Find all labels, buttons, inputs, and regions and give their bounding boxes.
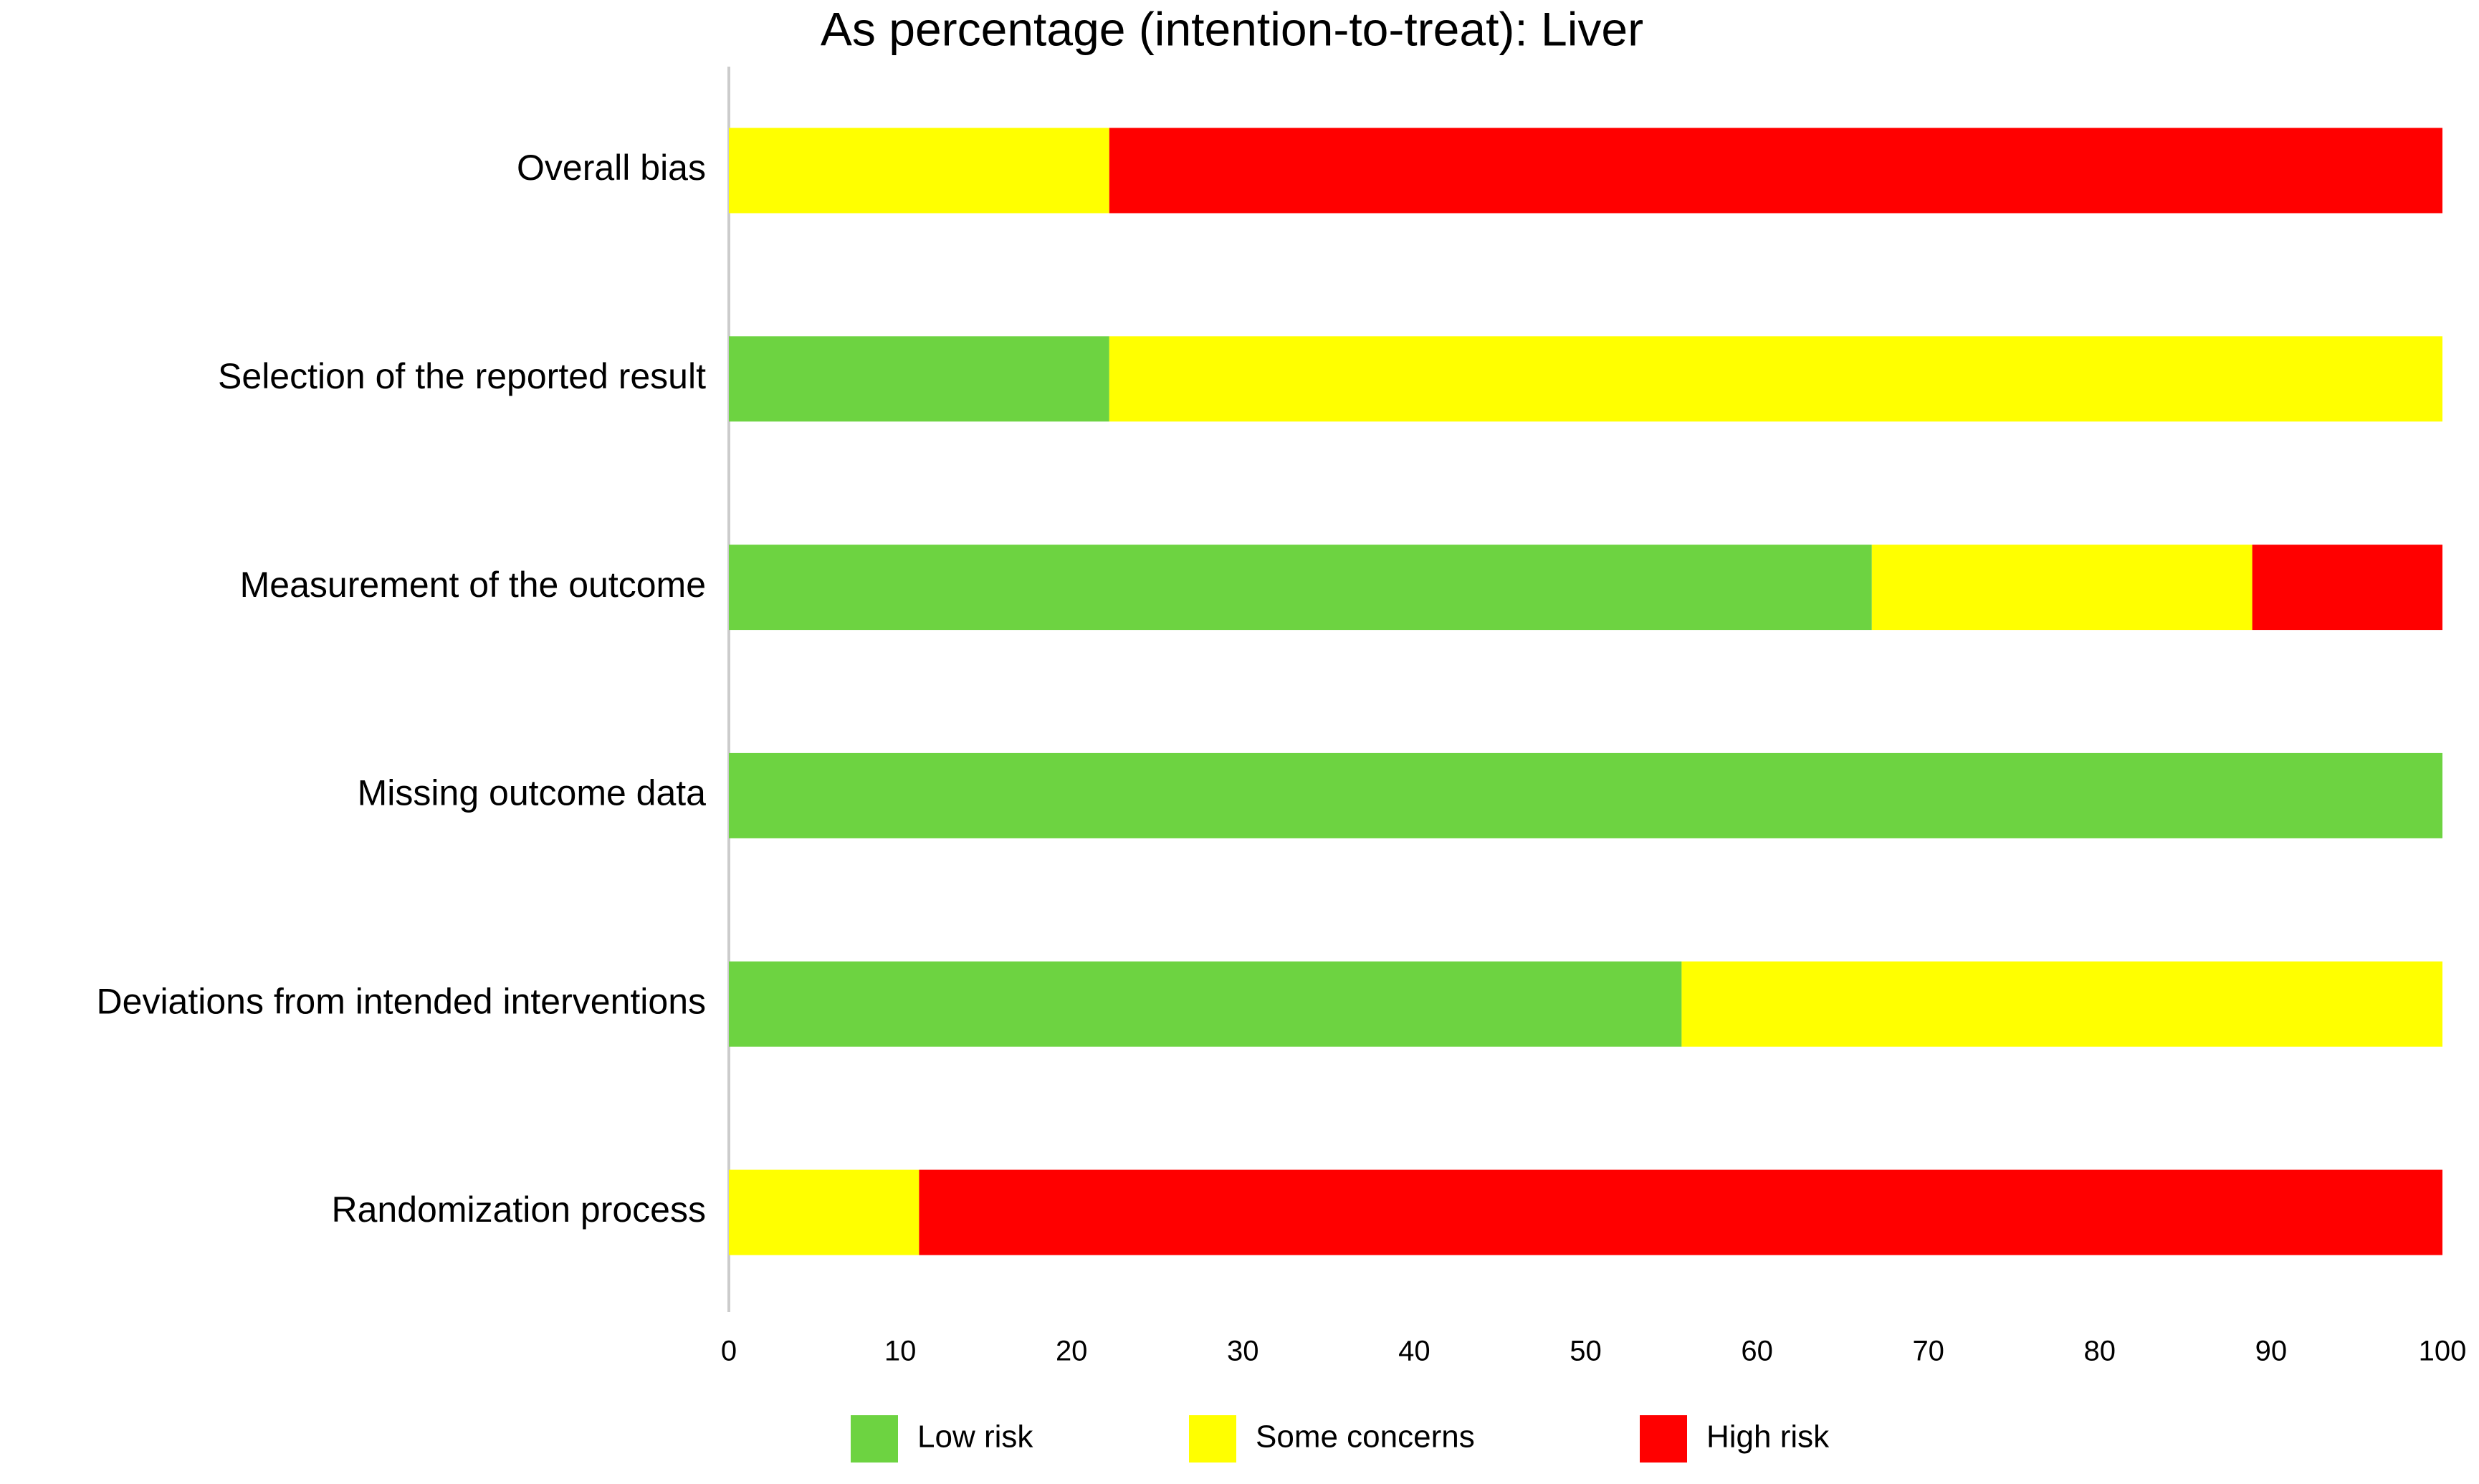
bar-segment bbox=[729, 752, 2442, 838]
legend-swatch bbox=[851, 1415, 898, 1463]
bar-segment bbox=[919, 1169, 2443, 1255]
bar-segment bbox=[1109, 336, 2442, 422]
x-tick-label: 70 bbox=[1912, 1336, 1944, 1367]
x-tick-label: 80 bbox=[2084, 1336, 2116, 1367]
chart-title: As percentage (intention-to-treat): Live… bbox=[821, 2, 1643, 55]
x-tick-label: 50 bbox=[1570, 1336, 1602, 1367]
category-label: Randomization process bbox=[332, 1189, 707, 1230]
legend-swatch bbox=[1640, 1415, 1687, 1463]
legend-label: Low risk bbox=[917, 1420, 1033, 1455]
legend-label: High risk bbox=[1706, 1420, 1830, 1455]
category-label: Missing outcome data bbox=[358, 773, 707, 813]
bar-segment bbox=[1871, 545, 2253, 631]
bar-segment bbox=[1681, 961, 2442, 1047]
x-tick-label: 100 bbox=[2419, 1336, 2467, 1367]
x-tick-label: 90 bbox=[2255, 1336, 2288, 1367]
bar-segment bbox=[729, 336, 1109, 422]
bar-segment bbox=[729, 961, 1682, 1047]
x-tick-label: 40 bbox=[1398, 1336, 1430, 1367]
x-tick-label: 60 bbox=[1741, 1336, 1773, 1367]
category-label: Deviations from intended interventions bbox=[97, 981, 706, 1021]
x-tick-label: 10 bbox=[884, 1336, 917, 1367]
bar-segment bbox=[1109, 128, 2442, 214]
x-tick-label: 0 bbox=[721, 1336, 737, 1367]
legend-swatch bbox=[1189, 1415, 1236, 1463]
x-tick-label: 20 bbox=[1056, 1336, 1088, 1367]
category-label: Measurement of the outcome bbox=[240, 565, 706, 605]
category-label: Selection of the reported result bbox=[218, 356, 706, 396]
bar-segment bbox=[729, 128, 1109, 214]
bar-segment bbox=[2252, 545, 2442, 631]
category-label: Overall bias bbox=[517, 148, 706, 188]
bar-segment bbox=[729, 1169, 920, 1255]
x-tick-label: 30 bbox=[1227, 1336, 1259, 1367]
legend-label: Some concerns bbox=[1256, 1420, 1475, 1455]
bar-segment bbox=[729, 545, 1872, 631]
